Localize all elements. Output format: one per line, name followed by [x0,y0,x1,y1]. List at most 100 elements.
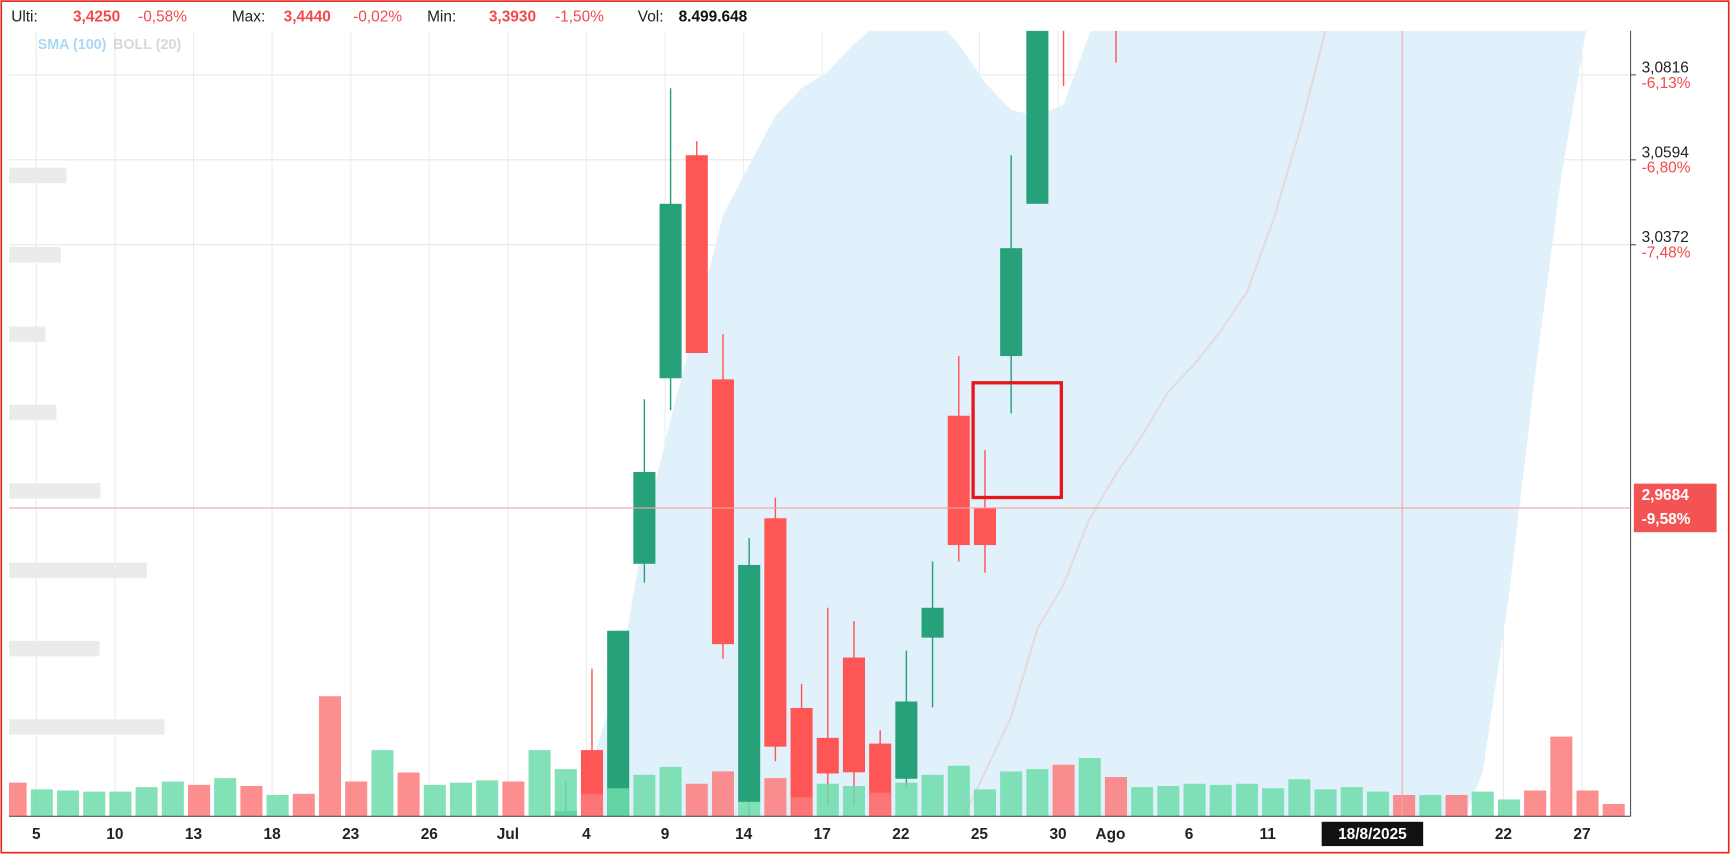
volume-bar [83,791,106,817]
x-tick-label: Jul [497,826,519,843]
legend-entry: SMA (100) [38,37,107,53]
crosshair-change: -9,58% [1642,511,1691,528]
header-label: Ulti: [11,9,38,26]
volume-bar [240,785,263,817]
axes: 3,0816-6,13% 3,0594-6,80% 3,0372-7,48% 5 10 1… [8,30,1691,847]
volume-bar [1445,794,1468,817]
volume-bar [1104,777,1127,817]
volume-bar [56,790,80,817]
x-highlight-box [1321,821,1424,847]
volume-bar [318,696,342,817]
volume-bar [423,784,446,817]
volume-bar [921,774,944,817]
volume-bar [1471,791,1494,817]
x-tick-label: 26 [421,826,439,843]
volume-bar [1209,784,1232,817]
volume-bar [1288,779,1311,817]
volume-bar [580,793,604,817]
candle-body [607,630,630,817]
overlay: 2,9684 -9,58% [8,30,1717,817]
x-tick-label: 14 [735,826,753,843]
bollinger-band [591,30,1587,817]
candle-body [895,701,918,779]
volume-bar [345,781,368,817]
volume-bar [1026,769,1049,817]
header-change: -1,50% [555,9,604,26]
volume-bar [266,794,289,817]
volume-bar [895,782,918,817]
legend-entry: BOLL (20) [113,37,181,53]
volume-bar [1340,787,1363,817]
y-tick-label: 3,0372 [1642,229,1689,246]
x-tick-label: 13 [185,826,203,843]
candle-body [659,203,682,379]
volume-bar [135,787,158,817]
volume-bar [1366,791,1389,817]
legend: SMA (100) BOLL (20) [38,37,182,53]
indicators [591,30,1587,817]
header-value: 3,4250 [73,9,120,26]
volume-bar [869,792,892,817]
volume-bar [214,778,237,817]
volume-bar [1524,790,1547,817]
candle-body [764,518,787,747]
candle-body [633,471,656,564]
x-tick-label: 22 [892,826,909,843]
x-tick-label: 4 [582,826,591,843]
volume-bar [449,782,473,817]
volume-bar [1000,771,1023,817]
x-tick-label: 27 [1573,826,1590,843]
volume-bar [292,793,315,817]
volume-bar [1314,789,1337,817]
y-tick-label: 3,0594 [1642,144,1690,161]
x-tick-label: Ago [1095,826,1125,843]
candle-body [921,607,944,638]
volume-bar [1131,787,1154,817]
volume-bar [711,771,735,817]
volume-bar [947,765,970,817]
volume-bar [1262,788,1285,817]
header-label: Vol: [638,9,664,26]
indicator-line [962,30,1327,817]
x-tick-label: 5 [32,826,41,843]
volume-bar [764,778,787,817]
volume-bar [685,783,708,817]
volume-bar [607,788,630,817]
volume-bar [371,750,394,817]
volume-bar [1497,799,1520,817]
header-value: 3,4440 [284,9,331,26]
candle-body [947,415,970,546]
candle-body [790,708,813,817]
candle-body [816,737,839,774]
axis-placeholders [9,167,165,735]
volume-bar [1052,764,1075,817]
candle-body [685,155,708,354]
volume-bar [1183,783,1206,817]
volume-bar [659,766,682,817]
volume-bar [738,801,761,817]
header-volume: 8.499.648 [679,9,748,26]
volume-bar [1235,783,1258,817]
volume-bar [554,769,577,817]
volume-bar [187,784,211,817]
volume-bar [528,750,551,817]
x-tick-label: 30 [1049,826,1066,843]
x-tick-label: 22 [1495,826,1512,843]
crosshair-label-box [1633,483,1717,533]
volume-bar [161,781,184,817]
header-change: -0,58% [138,9,187,26]
volume-bar [476,780,499,817]
volume-bar [109,791,132,817]
volume-bar [973,789,996,817]
candle-body [1026,30,1049,204]
volume-bar [816,783,839,817]
volume-bar [8,782,27,817]
x-tick-label: 10 [106,826,123,843]
volume-bar [633,774,656,817]
volume-bar [842,785,865,817]
candle-body [842,657,865,773]
header-value: 3,3930 [489,9,536,26]
y-tick-change: -6,80% [1642,160,1691,177]
x-tick-label: 17 [814,826,831,843]
